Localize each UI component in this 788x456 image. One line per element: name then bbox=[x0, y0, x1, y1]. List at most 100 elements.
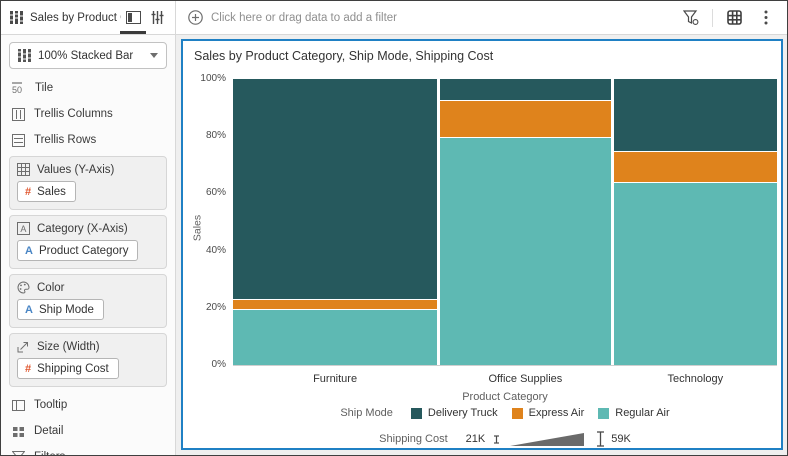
legend-item-express-air[interactable]: Express Air bbox=[511, 407, 585, 419]
bar-technology[interactable] bbox=[613, 79, 777, 365]
chart-type-dropdown[interactable]: 100% Stacked Bar bbox=[9, 42, 167, 69]
trellis-rows-icon bbox=[12, 133, 25, 147]
sidebar-item-trellis-columns[interactable]: Trellis Columns bbox=[9, 101, 167, 127]
visualization-card[interactable]: Sales by Product Category, Ship Mode, Sh… bbox=[181, 39, 783, 450]
bar-office-supplies[interactable] bbox=[440, 79, 611, 366]
sidebar-item-label: Detail bbox=[34, 425, 64, 437]
color-legend-title: Ship Mode bbox=[340, 407, 393, 419]
drop-zone-label: Values (Y-Axis) bbox=[37, 163, 115, 176]
legend-item-delivery-truck[interactable]: Delivery Truck bbox=[410, 407, 498, 419]
legend-item-label: Delivery Truck bbox=[427, 407, 498, 419]
sidebar-item-tooltip[interactable]: Tooltip bbox=[9, 392, 167, 418]
add-filter-bar[interactable]: Click here or drag data to add a filter bbox=[188, 10, 680, 25]
add-filter-placeholder: Click here or drag data to add a filter bbox=[211, 11, 398, 24]
legend-item-label: Express Air bbox=[528, 407, 585, 419]
grammar-sidebar: 100% Stacked Bar 50 Tile Trellis Columns Tr… bbox=[1, 35, 176, 455]
drop-zone-color[interactable]: Color A Ship Mode bbox=[9, 274, 167, 328]
legend-swatch bbox=[410, 407, 422, 419]
svg-text:A: A bbox=[20, 224, 26, 234]
attribute-a-icon: A bbox=[25, 303, 33, 316]
kebab-menu-icon[interactable] bbox=[755, 7, 777, 29]
filter-funnel-icon[interactable] bbox=[680, 7, 702, 29]
size-legend-max: 59K bbox=[611, 433, 631, 445]
color-legend: Ship Mode Delivery Truck Express Air Regul… bbox=[233, 407, 777, 419]
bars-container bbox=[233, 79, 777, 366]
grammar-panel-tab[interactable] bbox=[121, 6, 145, 30]
bar-segment-express-air[interactable] bbox=[233, 300, 438, 310]
measure-hash-icon: # bbox=[25, 185, 32, 198]
bar-segment-regular-air[interactable] bbox=[233, 310, 438, 365]
size-legend-wedge bbox=[510, 432, 585, 446]
field-pill-label: Sales bbox=[37, 185, 66, 198]
plot-area: Sales 0% 20% 40% 60% 80% 100% bbox=[191, 73, 777, 370]
bar-furniture[interactable] bbox=[233, 79, 438, 365]
color-palette-icon bbox=[17, 281, 30, 294]
properties-tab[interactable] bbox=[145, 6, 169, 30]
bar-segment-delivery-truck[interactable] bbox=[613, 79, 777, 151]
tooltip-icon bbox=[12, 399, 25, 412]
y-tick-label: 60% bbox=[205, 187, 226, 199]
sidebar-item-label: Trellis Columns bbox=[34, 108, 113, 120]
drop-zone-values-y-axis-[interactable]: Values (Y-Axis) # Sales bbox=[9, 156, 167, 210]
canvas-area: Sales by Product Category, Ship Mode, Sh… bbox=[176, 35, 787, 455]
active-tab-underline bbox=[120, 31, 146, 34]
field-pill-ship-mode[interactable]: A Ship Mode bbox=[17, 299, 104, 320]
x-axis-labels: Furniture Office Supplies Technology bbox=[233, 373, 777, 385]
add-filter-plus-icon bbox=[188, 10, 203, 25]
y-axis-title: Sales bbox=[191, 214, 203, 242]
bar-segment-delivery-truck[interactable] bbox=[233, 79, 438, 300]
drop-zone-category-x-axis-[interactable]: A Category (X-Axis) A Product Category bbox=[9, 215, 167, 269]
toolbar-actions bbox=[680, 7, 777, 29]
attribute-a-icon: A bbox=[25, 244, 33, 257]
y-tick-label: 20% bbox=[205, 301, 226, 313]
detail-icon bbox=[12, 425, 25, 438]
x-category-label: Office Supplies bbox=[488, 373, 563, 385]
bar-segment-regular-air[interactable] bbox=[613, 182, 777, 365]
drop-zone-label: Color bbox=[37, 281, 65, 294]
drop-zone-header: Values (Y-Axis) bbox=[17, 163, 159, 176]
bar-segment-express-air[interactable] bbox=[440, 100, 611, 138]
svg-text:50: 50 bbox=[12, 85, 22, 95]
size-min-ibeam-icon bbox=[493, 434, 500, 444]
legend-item-regular-air[interactable]: Regular Air bbox=[598, 407, 670, 419]
size-legend-min: 21K bbox=[465, 433, 486, 445]
drop-zone-header: Size (Width) bbox=[17, 340, 159, 353]
stacked-bar-chart-icon bbox=[10, 11, 23, 24]
filter-bar-region: Click here or drag data to add a filter bbox=[176, 1, 787, 34]
data-panel-icon[interactable] bbox=[723, 7, 745, 29]
field-pill-product-category[interactable]: A Product Category bbox=[17, 240, 139, 261]
field-pill-label: Shipping Cost bbox=[37, 362, 109, 375]
size-legend: Shipping Cost 21K 59K bbox=[233, 429, 777, 449]
sidebar-item-filters[interactable]: Filters bbox=[9, 444, 167, 455]
drop-zone-label: Category (X-Axis) bbox=[37, 222, 128, 235]
y-tick-label: 40% bbox=[205, 244, 226, 256]
sidebar-item-trellis-rows[interactable]: Trellis Rows bbox=[9, 127, 167, 153]
y-tick-label: 100% bbox=[200, 73, 226, 84]
bar-segment-delivery-truck[interactable] bbox=[440, 79, 611, 100]
sidebar-item-tile[interactable]: 50 Tile bbox=[9, 75, 167, 101]
field-pill-sales[interactable]: # Sales bbox=[17, 181, 76, 202]
chart-type-value: 100% Stacked Bar bbox=[38, 49, 134, 62]
top-bar: Sales by Product Ca... bbox=[1, 1, 787, 35]
size-width-icon bbox=[17, 340, 30, 353]
size-max-ibeam-icon bbox=[596, 431, 605, 447]
x-axis-title: Product Category bbox=[462, 391, 548, 403]
sidebar-item-detail[interactable]: Detail bbox=[9, 418, 167, 444]
bar-segment-regular-air[interactable] bbox=[440, 138, 611, 366]
field-pill-shipping-cost[interactable]: # Shipping Cost bbox=[17, 358, 119, 379]
sidebar-item-label: Tile bbox=[35, 82, 54, 94]
y-tick-label: 0% bbox=[211, 359, 226, 370]
filters-icon bbox=[12, 451, 25, 455]
bar-segment-express-air[interactable] bbox=[613, 151, 777, 182]
category-axis-icon: A bbox=[17, 222, 30, 235]
grammar-panel-icon bbox=[125, 11, 141, 24]
drop-zone-size-width-[interactable]: Size (Width) # Shipping Cost bbox=[9, 333, 167, 387]
sidebar-item-label: Trellis Rows bbox=[34, 134, 97, 146]
trellis-columns-icon bbox=[12, 107, 25, 121]
x-category-label: Furniture bbox=[313, 373, 358, 385]
toolbar-separator bbox=[712, 8, 713, 27]
sidebar-item-label: Tooltip bbox=[34, 399, 68, 411]
x-category-label: Technology bbox=[667, 373, 724, 385]
tile-icon: 50 bbox=[12, 81, 26, 95]
